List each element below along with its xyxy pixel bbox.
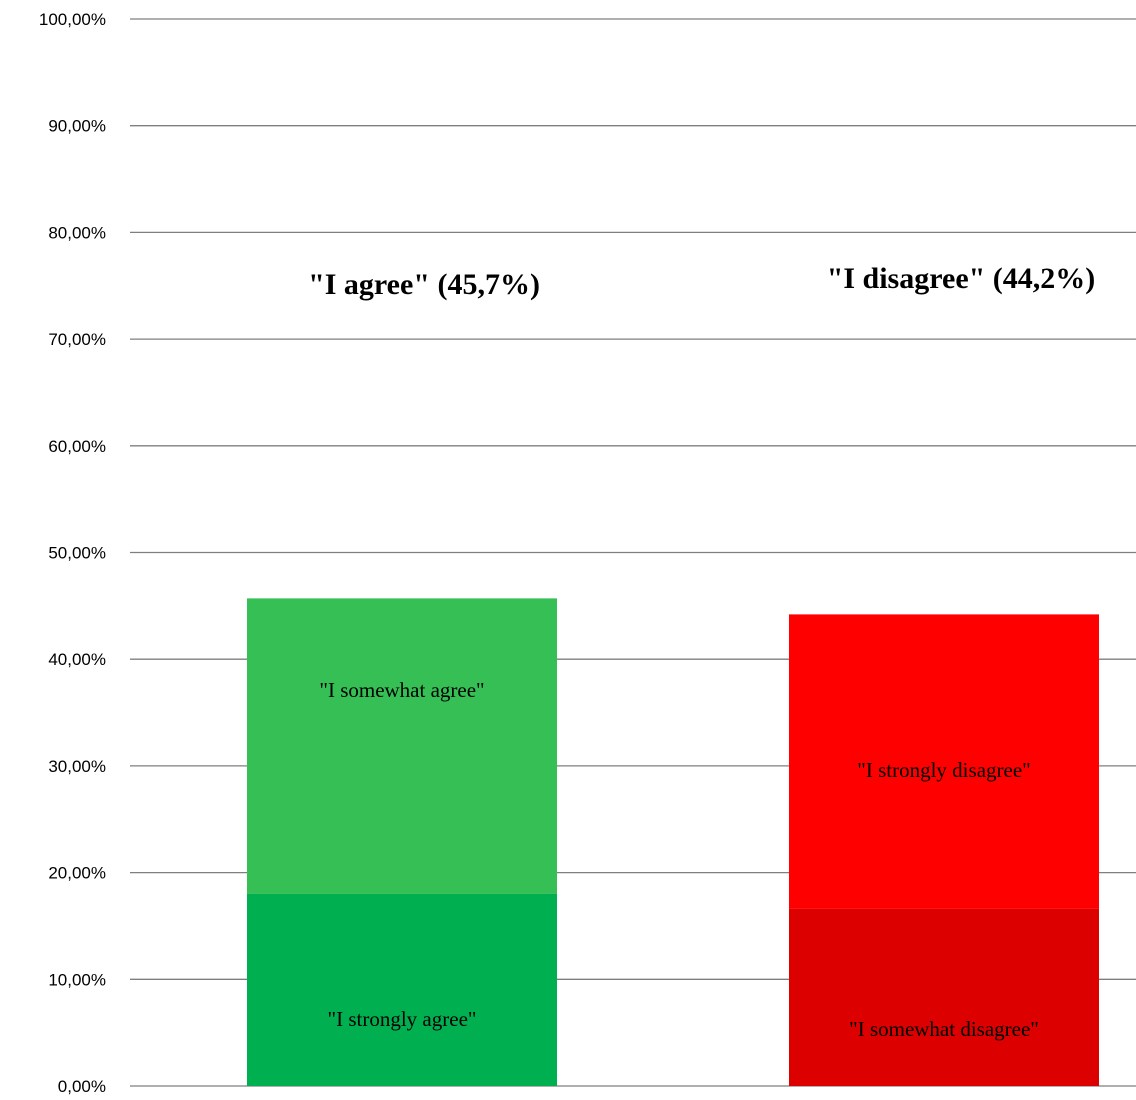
y-axis-tick-labels: 0,00% 10,00% 20,00% 30,00% 40,00% 50,00% 60,00… bbox=[39, 10, 106, 1096]
bar-segment bbox=[789, 908, 1099, 1086]
y-tick-label: 50,00% bbox=[48, 544, 106, 563]
segment-label: "I somewhat disagree" bbox=[849, 1017, 1039, 1041]
y-tick-label: 60,00% bbox=[48, 437, 106, 456]
segment-label: "I strongly agree" bbox=[328, 1007, 477, 1031]
bar-segment bbox=[247, 598, 557, 894]
y-tick-label: 70,00% bbox=[48, 330, 106, 349]
bars bbox=[247, 598, 1099, 1086]
y-tick-label: 40,00% bbox=[48, 650, 106, 669]
bar-segment bbox=[789, 614, 1099, 909]
bar-title: "I agree" (45,7%) bbox=[308, 268, 540, 301]
bar-segment bbox=[247, 893, 557, 1086]
segment-label: "I strongly disagree" bbox=[857, 758, 1030, 782]
bar-title: "I disagree" (44,2%) bbox=[827, 262, 1096, 295]
bar-labels: "I strongly agree" "I somewhat agree" "I a… bbox=[308, 262, 1095, 1041]
y-tick-label: 10,00% bbox=[48, 970, 106, 989]
y-tick-label: 90,00% bbox=[48, 117, 106, 136]
segment-label: "I somewhat agree" bbox=[319, 678, 484, 702]
y-tick-label: 30,00% bbox=[48, 757, 106, 776]
y-tick-label: 20,00% bbox=[48, 864, 106, 883]
y-tick-label: 100,00% bbox=[39, 10, 106, 29]
y-tick-label: 80,00% bbox=[48, 223, 106, 242]
y-tick-label: 0,00% bbox=[58, 1077, 106, 1096]
